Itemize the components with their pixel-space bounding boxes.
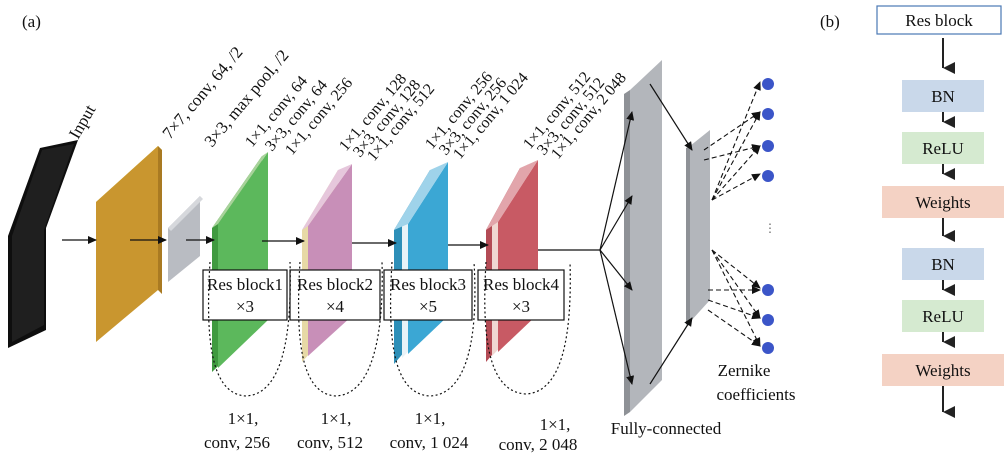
output-node [762,78,774,90]
shortcut-1-line2: conv, 256 [204,433,270,452]
res-block-1-repeat: ×3 [236,297,254,316]
bn-box-1 [902,80,984,112]
bn-label-2: BN [931,255,955,274]
res-block-1-name: Res block1 [207,275,283,294]
stage3-labels: 1×1, conv, 256 3×3, conv, 256 1×1, conv,… [422,69,532,163]
shortcut-labels: 1×1, conv, 256 1×1, conv, 512 1×1, conv,… [204,409,577,454]
fc-layer-1 [624,60,662,416]
panel-b-label: (b) [820,12,840,31]
input-label: Input [65,101,100,142]
fc-fanout-arrows [599,83,693,385]
panel-a-label: (a) [22,12,41,31]
stage3-block [394,162,448,364]
res-block-2-repeat: ×4 [326,297,345,316]
shortcut-3-line2: conv, 1 024 [390,433,469,452]
relu-label-2: ReLU [922,307,964,326]
res-block-4: Res block4 ×3 [477,269,565,321]
relu-box-2 [902,300,984,332]
res-block-header-box [876,5,1002,35]
pool-layer [168,196,203,282]
fc-layer-2 [686,130,710,325]
bn-label-1: BN [931,87,955,106]
stage1-block [212,152,268,372]
res-block-2: Res block2 ×4 [289,269,381,321]
shortcut-loops [207,261,571,397]
res-block-1: Res block1 ×3 [202,269,288,321]
shortcut-1-line1: 1×1, [228,409,259,428]
relu-box-1 [902,132,984,164]
bn-box-2 [902,248,984,280]
res-block-header: Res block [905,11,973,30]
shortcut-3-line1: 1×1, [415,409,446,428]
flow-arrows [62,236,600,251]
res-block-2-name: Res block2 [297,275,373,294]
input-layer [8,140,78,348]
weights-box-2 [882,354,1004,386]
shortcut-2-line2: conv, 512 [297,433,363,452]
output-node [762,140,774,152]
output-ellipsis: ⋮ [764,221,776,235]
weights-label-2: Weights [915,361,970,380]
res-block-3-name: Res block3 [390,275,466,294]
output-node [762,342,774,354]
output-node [762,284,774,296]
output-label-line1: Zernike [718,361,771,380]
res-block-4-repeat: ×3 [512,297,530,316]
output-nodes [762,78,774,354]
res-block-4-name: Res block4 [483,275,560,294]
output-node [762,170,774,182]
res-block-3-repeat: ×5 [419,297,437,316]
shortcut-4-line2: conv, 2 048 [499,435,578,454]
output-node [762,314,774,326]
relu-label-1: ReLU [922,139,964,158]
fc-label: Fully-connected [611,419,722,438]
res-block-3: Res block3 ×5 [383,269,473,321]
stage4-block [486,160,538,362]
res-block-detail: Res block BN ReLU Weights BN ReLU Weight… [876,5,1004,418]
output-arrows [703,81,761,347]
stage2-block [302,164,352,362]
weights-label-1: Weights [915,193,970,212]
shortcut-2-line1: 1×1, [321,409,352,428]
shortcut-4-line1: 1×1, [540,415,571,434]
output-node [762,108,774,120]
output-label-line2: coefficients [717,385,796,404]
conv1-layer [96,146,162,342]
weights-box-1 [882,186,1004,218]
stage4-labels: 1×1, conv, 512 3×3, conv, 512 1×1, conv,… [520,69,630,163]
